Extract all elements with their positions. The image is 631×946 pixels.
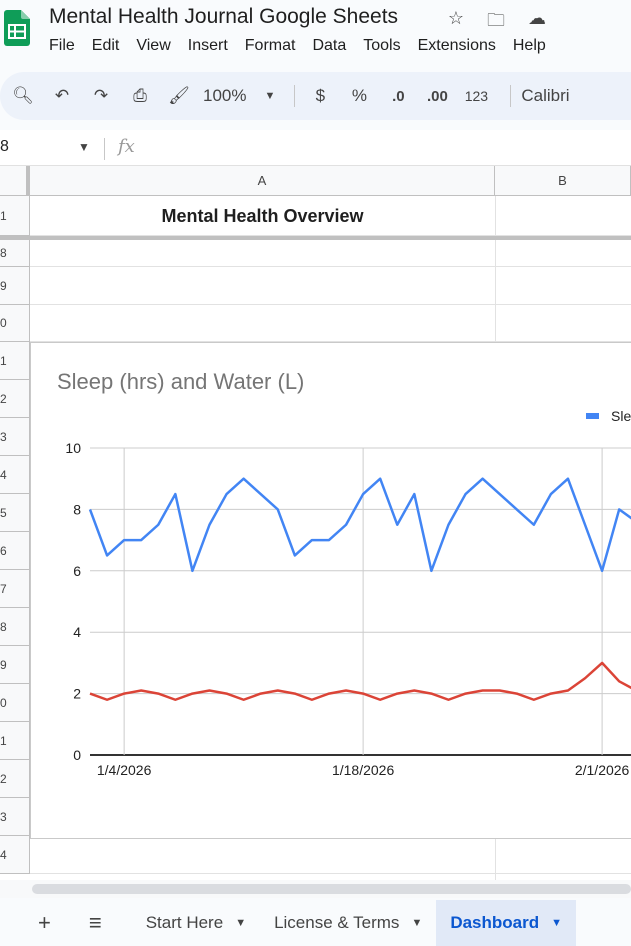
grid-row[interactable] <box>30 240 631 267</box>
name-box[interactable]: 8 <box>0 138 9 155</box>
toolbar: 🔍︎ ↶ ↷ ⎙ 🖌︎ 100% ▼ $ % .0 .00 123 Calibri <box>0 72 631 120</box>
chevron-down-icon[interactable]: ▼ <box>235 917 247 929</box>
row-header[interactable]: 5 <box>0 494 30 532</box>
row-header[interactable]: 8 <box>0 240 30 267</box>
tab-label: Start Here <box>145 913 224 932</box>
cloud-saved-icon[interactable]: ☁ <box>528 8 546 28</box>
row-header[interactable]: 6 <box>0 532 30 570</box>
select-all-corner[interactable] <box>0 166 30 196</box>
menu-bar: File Edit View Insert Format Data Tools … <box>49 37 563 55</box>
zoom-value: 100% <box>203 86 247 105</box>
formula-bar <box>0 130 631 166</box>
column-header-a[interactable]: A <box>30 166 495 196</box>
zoom-select[interactable]: 100% ▼ <box>203 80 275 112</box>
number-format-button[interactable]: 123 <box>464 88 489 104</box>
tab-dashboard[interactable]: Dashboard ▼ <box>436 900 577 946</box>
column-header-b[interactable]: B <box>495 166 631 196</box>
grid-row[interactable] <box>30 836 631 874</box>
row-header[interactable]: 9 <box>0 267 30 305</box>
fx-icon: fx <box>118 136 135 157</box>
sheet-tabs-bar: + ≡ Start Here ▼ License & Terms ▼ Dashboa… <box>0 900 631 946</box>
y-tick-label: 8 <box>73 501 81 517</box>
menu-view[interactable]: View <box>136 37 171 54</box>
menu-edit[interactable]: Edit <box>91 37 120 54</box>
star-icon[interactable]: ☆ <box>447 8 465 28</box>
print-icon[interactable]: ⎙ <box>133 86 147 105</box>
menu-format[interactable]: Format <box>244 37 296 54</box>
line-chart[interactable]: Sleep (hrs) and Water (L) Sleep (hrs) 0 2 4 6… <box>30 342 631 839</box>
menu-data[interactable]: Data <box>312 37 347 54</box>
decrease-decimal-button[interactable]: .0 <box>392 87 405 105</box>
row-header[interactable]: 0 <box>0 305 30 342</box>
row-header[interactable]: 4 <box>0 836 30 874</box>
document-title[interactable]: Mental Health Journal Google Sheets <box>49 5 399 28</box>
series-line-water <box>89 661 631 701</box>
grid-row[interactable] <box>30 305 631 342</box>
tab-label: License & Terms <box>274 913 400 932</box>
divider <box>294 85 296 107</box>
grid-row[interactable] <box>30 196 631 236</box>
y-tick-label: 10 <box>65 440 81 456</box>
grid-row[interactable] <box>30 267 631 305</box>
tab-label: Dashboard <box>450 913 540 932</box>
chevron-down-icon[interactable]: ▼ <box>78 140 90 154</box>
redo-icon[interactable]: ↷ <box>93 86 109 105</box>
paint-format-icon[interactable]: 🖌︎ <box>168 86 190 105</box>
y-tick-label: 0 <box>73 747 81 763</box>
row-header[interactable]: 3 <box>0 798 30 836</box>
y-tick-label: 6 <box>73 563 81 579</box>
series-line-sleep <box>88 477 631 573</box>
row-header[interactable]: 1 <box>0 196 30 236</box>
all-sheets-button[interactable]: ≡ <box>88 910 102 935</box>
chevron-down-icon[interactable]: ▼ <box>411 917 423 929</box>
chevron-down-icon[interactable]: ▼ <box>551 917 563 929</box>
divider <box>510 85 512 107</box>
row-header[interactable]: 8 <box>0 608 30 646</box>
x-tick-label: 1/18/2026 <box>332 762 394 778</box>
font-select[interactable]: Calibri <box>521 86 570 105</box>
cell-a1[interactable]: Mental Health Overview <box>161 206 364 226</box>
tab-license-terms[interactable]: License & Terms ▼ <box>260 900 436 946</box>
row-header[interactable]: 0 <box>0 684 30 722</box>
scrollbar-thumb[interactable] <box>32 884 631 894</box>
tab-start-here[interactable]: Start Here ▼ <box>132 900 260 946</box>
search-icon[interactable]: 🔍︎ <box>12 86 34 105</box>
row-header[interactable]: 9 <box>0 646 30 684</box>
x-tick-label: 2/1/2026 <box>575 762 630 778</box>
chevron-down-icon: ▼ <box>264 90 276 102</box>
row-header[interactable]: 7 <box>0 570 30 608</box>
row-header[interactable]: 3 <box>0 418 30 456</box>
undo-icon[interactable]: ↶ <box>54 86 70 105</box>
row-header[interactable]: 4 <box>0 456 30 494</box>
legend-swatch-sleep <box>586 413 599 419</box>
freeze-divider[interactable] <box>0 236 631 240</box>
add-sheet-button[interactable]: + <box>38 910 51 935</box>
y-tick-label: 4 <box>73 624 81 640</box>
chart-canvas: Sleep (hrs) and Water (L) Sleep (hrs) 0 2 4 6… <box>57 369 631 778</box>
increase-decimal-button[interactable]: .00 <box>426 87 448 105</box>
row-header[interactable]: 2 <box>0 380 30 418</box>
menu-tools[interactable]: Tools <box>363 37 401 54</box>
x-tick-label: 1/4/2026 <box>97 762 152 778</box>
move-folder-icon[interactable]: 🗀 <box>487 10 505 30</box>
divider <box>104 138 105 160</box>
percent-button[interactable]: % <box>351 86 367 105</box>
legend-label-sleep: Sleep (hrs) <box>611 408 631 424</box>
chart-title: Sleep (hrs) and Water (L) <box>57 369 304 394</box>
row-header[interactable]: 2 <box>0 760 30 798</box>
menu-file[interactable]: File <box>49 37 75 54</box>
menu-insert[interactable]: Insert <box>187 37 228 54</box>
row-header[interactable]: 1 <box>0 722 30 760</box>
sheets-logo-icon <box>4 10 30 46</box>
title-bar <box>0 0 631 66</box>
y-tick-label: 2 <box>73 686 81 702</box>
row-header[interactable]: 1 <box>0 342 30 380</box>
menu-help[interactable]: Help <box>512 37 546 54</box>
currency-button[interactable]: $ <box>315 86 326 105</box>
menu-extensions[interactable]: Extensions <box>417 37 496 54</box>
